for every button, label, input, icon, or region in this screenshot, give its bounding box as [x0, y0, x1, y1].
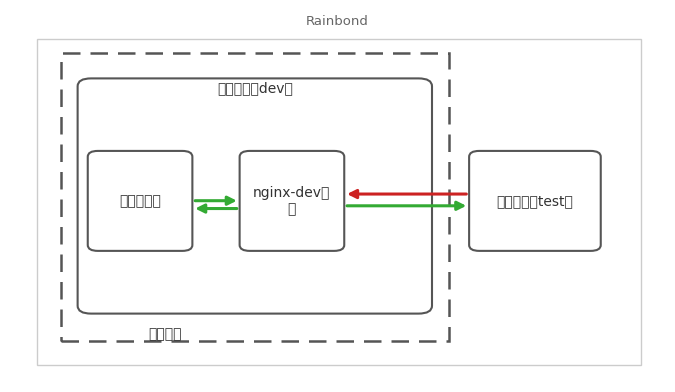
Text: 客户端组件: 客户端组件 — [119, 194, 161, 208]
Bar — [37, 39, 641, 365]
FancyBboxPatch shape — [469, 151, 601, 251]
Bar — [61, 53, 449, 341]
Text: nginx-dev组
件: nginx-dev组 件 — [253, 186, 331, 216]
FancyBboxPatch shape — [78, 78, 432, 314]
FancyBboxPatch shape — [88, 151, 192, 251]
Text: 网络策略: 网络策略 — [148, 327, 182, 341]
Text: Rainbond: Rainbond — [306, 15, 369, 28]
Text: 开发团队（dev）: 开发团队（dev） — [217, 81, 293, 95]
Text: 测试团队（test）: 测试团队（test） — [497, 194, 573, 208]
FancyBboxPatch shape — [240, 151, 344, 251]
